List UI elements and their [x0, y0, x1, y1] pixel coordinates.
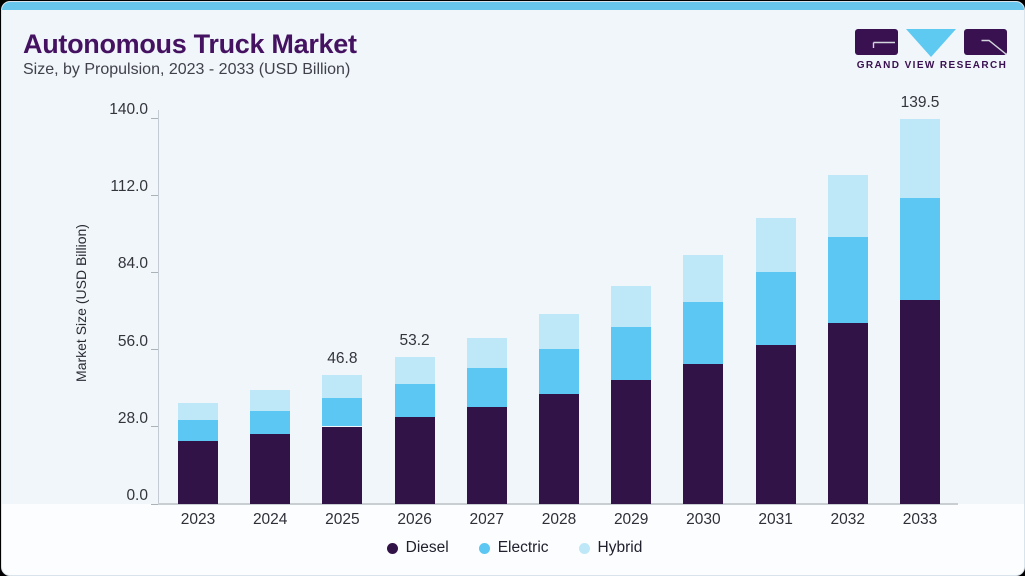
bar-segment-hybrid-2026[interactable]: [394, 357, 435, 384]
bar-segment-electric-2027[interactable]: [466, 368, 507, 407]
bar-segment-hybrid-2032[interactable]: [827, 174, 868, 238]
legend-label-diesel: Diesel: [405, 539, 449, 556]
y-tick-label-28.0: 28.0: [117, 409, 148, 427]
x-tick-label-2031: 2031: [758, 511, 793, 528]
bar-segment-electric-2023[interactable]: [178, 420, 218, 441]
accent-top-strip: [2, 2, 1024, 10]
y-tick-140.0: [151, 117, 158, 119]
logo-wordmark: GRAND VIEW RESEARCH: [856, 60, 1008, 71]
bar-segment-electric-2032[interactable]: [827, 237, 868, 324]
bar-segment-electric-2028[interactable]: [539, 349, 579, 394]
x-tick-label-2025: 2025: [325, 511, 360, 528]
logo-r-icon: [964, 29, 1007, 55]
bar-segment-diesel-2027[interactable]: [466, 406, 507, 504]
x-tick-label-2029: 2029: [613, 511, 649, 528]
legend-item-diesel[interactable]: Diesel: [386, 539, 449, 557]
bar-total-label-2026: 53.2: [399, 332, 430, 350]
bar-total-label-2025: 46.8: [327, 350, 358, 367]
bar-segment-hybrid-2023[interactable]: [178, 402, 218, 421]
page-title: Autonomous Truck Market: [23, 29, 357, 59]
x-tick-label-2028: 2028: [541, 511, 577, 528]
x-tick-label-2023: 2023: [180, 511, 216, 528]
y-tick-112.0: [151, 194, 158, 196]
x-tick-label-2027: 2027: [469, 511, 505, 528]
bar-segment-hybrid-2024[interactable]: [250, 390, 291, 411]
bar-segment-diesel-2026[interactable]: [394, 416, 435, 504]
bar-segment-diesel-2029[interactable]: [611, 379, 652, 504]
legend-dot-electric: [478, 542, 490, 554]
bar-segment-hybrid-2025[interactable]: [322, 375, 363, 399]
bottom-band: [2, 504, 1024, 575]
legend-item-electric[interactable]: Electric: [478, 539, 549, 557]
bar-segment-hybrid-2028[interactable]: [539, 314, 579, 350]
y-tick-56.0: [151, 349, 158, 351]
y-tick-label-56.0: 56.0: [117, 332, 148, 350]
bar-segment-hybrid-2033[interactable]: [900, 119, 940, 198]
bar-segment-diesel-2030[interactable]: [683, 363, 724, 504]
bar-segment-hybrid-2027[interactable]: [466, 338, 507, 369]
bar-segment-electric-2024[interactable]: [250, 410, 291, 434]
chart-legend: Diesel Electric Hybrid: [2, 539, 1024, 557]
y-axis-title: Market Size (USD Billion): [73, 224, 89, 382]
bar-segment-hybrid-2029[interactable]: [611, 286, 652, 328]
bar-segment-diesel-2023[interactable]: [178, 440, 218, 504]
y-tick-0.0: [151, 503, 158, 505]
y-tick-label-0.0: 0.0: [126, 487, 148, 504]
legend-dot-diesel: [386, 542, 398, 554]
y-tick-28.0: [151, 426, 158, 428]
y-tick-label-84.0: 84.0: [117, 255, 148, 273]
legend-label-electric: Electric: [497, 539, 549, 556]
bar-segment-hybrid-2030[interactable]: [683, 255, 724, 302]
bar-segment-diesel-2024[interactable]: [250, 433, 291, 504]
x-tick-label-2026: 2026: [397, 511, 432, 528]
legend-item-hybrid[interactable]: Hybrid: [578, 539, 643, 557]
bar-total-label-2033: 139.5: [900, 94, 940, 112]
grand-view-research-logo: GRAND VIEW RESEARCH: [855, 27, 1009, 73]
bar-segment-diesel-2032[interactable]: [827, 323, 868, 504]
legend-dot-hybrid: [578, 542, 590, 554]
x-tick-label-2030: 2030: [686, 511, 721, 528]
bar-segment-electric-2033[interactable]: [900, 198, 940, 300]
y-tick-label-140.0: 140.0: [109, 101, 148, 119]
bar-segment-diesel-2028[interactable]: [539, 394, 579, 504]
y-tick-84.0: [151, 271, 158, 273]
bar-segment-diesel-2031[interactable]: [755, 345, 796, 504]
bar-segment-electric-2031[interactable]: [755, 271, 796, 346]
x-axis-line: [158, 503, 958, 505]
y-tick-label-112.0: 112.0: [110, 178, 148, 196]
bar-segment-electric-2025[interactable]: [322, 398, 363, 427]
bar-segment-diesel-2033[interactable]: [900, 299, 940, 504]
logo-g-icon: [855, 29, 898, 55]
bar-segment-diesel-2025[interactable]: [322, 426, 363, 504]
x-tick-label-2024: 2024: [252, 511, 288, 528]
bar-segment-electric-2029[interactable]: [611, 327, 652, 380]
y-axis-line: [158, 110, 159, 504]
bar-segment-hybrid-2031[interactable]: [755, 218, 796, 272]
legend-label-hybrid: Hybrid: [597, 539, 643, 556]
page-subtitle: Size, by Propulsion, 2023 - 2033 (USD Bi…: [23, 61, 351, 78]
bar-segment-electric-2030[interactable]: [683, 301, 724, 364]
x-tick-label-2032: 2032: [830, 511, 866, 528]
logo-v-icon: [906, 29, 956, 57]
bar-segment-electric-2026[interactable]: [394, 383, 435, 417]
x-tick-label-2033: 2033: [902, 511, 938, 528]
